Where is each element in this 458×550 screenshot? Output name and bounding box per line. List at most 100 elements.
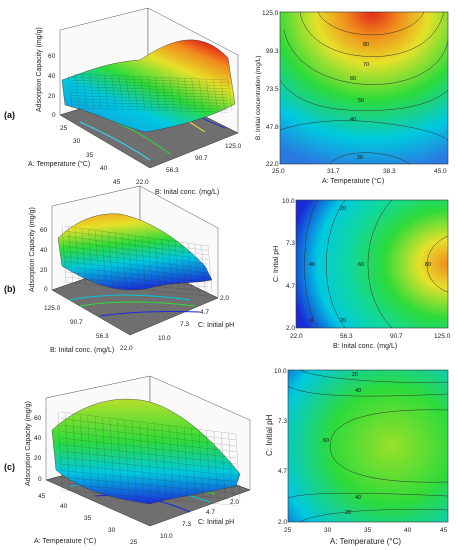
z-tick: 40	[34, 435, 42, 442]
x-tick: 90.7	[70, 319, 83, 326]
surface-plot-a	[59, 7, 239, 169]
x-tick: 40	[100, 165, 108, 172]
mesh-line	[168, 240, 173, 290]
mesh-line	[124, 420, 129, 495]
x-tick: 25	[284, 527, 292, 534]
x-tick: 125.0	[434, 333, 451, 340]
x-tick: 45	[113, 179, 121, 186]
mesh-line	[154, 238, 160, 289]
mesh-line	[162, 77, 167, 110]
z-axis-c: 60 40 20 0 Adsorption Capacity (mg/g)	[25, 401, 42, 486]
mesh-line	[70, 80, 229, 86]
y-tick: 10.0	[274, 368, 287, 375]
mesh-line	[139, 422, 144, 496]
mesh-line	[64, 261, 209, 278]
mesh-line	[198, 429, 204, 499]
mesh-line	[213, 79, 218, 111]
mesh-line	[191, 78, 196, 111]
y-tick: 90.7	[195, 155, 208, 162]
panel-label-b: (b)	[4, 284, 16, 294]
y-tick: 4.7	[206, 509, 215, 516]
contour-label: 60	[358, 262, 364, 268]
floor-contour-line	[69, 294, 191, 301]
mesh-line	[70, 107, 229, 113]
y-tick: 4.7	[286, 283, 295, 290]
contour-label: 80	[363, 42, 369, 48]
mesh-line	[60, 444, 237, 464]
y-tick: 2.0	[230, 499, 239, 506]
z-axis-label: Adsorption Capacity (mg/g)	[36, 27, 43, 112]
x-tick: 45	[38, 493, 46, 500]
mesh-line	[169, 425, 174, 497]
mesh-line	[60, 424, 237, 447]
contour-label: 20	[340, 318, 346, 324]
mesh-line	[114, 233, 120, 286]
mesh-line	[104, 75, 109, 109]
contour-label: 40	[309, 262, 315, 268]
mesh-line	[64, 225, 209, 247]
x-axis-label: A: Temperature (°C)	[330, 537, 401, 546]
mesh-line	[148, 237, 153, 288]
y-tick: 73.5	[266, 86, 279, 93]
mesh-line	[206, 79, 211, 111]
x-axis-label: A: Temperature (°C)	[34, 537, 96, 545]
contour-label: 40	[355, 495, 361, 501]
mesh-line	[207, 245, 213, 293]
surface-plot-b	[51, 185, 219, 336]
contour-line	[299, 369, 449, 383]
contour-plot-a: 80 70 60 50 40 20	[279, 11, 449, 165]
contour-line	[287, 385, 449, 397]
x-tick: 30	[73, 138, 81, 145]
mesh-line	[64, 281, 209, 297]
x-tick: 30	[108, 527, 116, 534]
y-axis-b: 2.0 4.7 7.3 10.0 C: Initial pH	[158, 295, 234, 342]
z-tick: 0	[44, 286, 48, 293]
floor-contour-line	[79, 121, 151, 161]
mesh-line	[64, 230, 209, 251]
x-tick: 25	[130, 539, 138, 546]
mesh-line	[60, 476, 237, 494]
mesh-line	[201, 245, 206, 292]
y-tick: 10.0	[160, 533, 173, 540]
mesh-line	[64, 256, 209, 274]
mesh-line	[227, 79, 233, 112]
mesh-line	[64, 246, 209, 265]
contour-label: 60	[350, 76, 356, 82]
y-tick: 2.0	[286, 325, 295, 332]
mesh-line	[64, 271, 209, 288]
y-tick: 99.3	[266, 48, 279, 55]
surface-mesh-b	[61, 225, 213, 297]
mesh-line	[70, 83, 229, 89]
mesh-line	[174, 241, 179, 290]
contour-line	[329, 409, 449, 483]
y-axis-label: C: Initial pH	[198, 519, 234, 526]
floor-contour-line	[99, 311, 201, 317]
contour-label: 40	[355, 388, 361, 394]
mesh-line	[64, 276, 209, 292]
z-axis-label: Adsorption Capacity (mg/g)	[25, 401, 32, 486]
mesh-line	[228, 433, 233, 501]
x-tick: 35	[84, 515, 92, 522]
mesh-line	[70, 104, 229, 110]
contour-label: 40	[350, 117, 356, 123]
panel-label-c: (c)	[4, 462, 15, 472]
mesh-line	[75, 227, 80, 283]
mesh-line	[128, 235, 133, 287]
contour-field-b	[295, 199, 449, 329]
mesh-line	[82, 74, 87, 109]
contour-label: 20	[352, 372, 358, 378]
mesh-line	[89, 74, 94, 109]
z-tick: 20	[34, 455, 42, 462]
contour-label: 20	[345, 510, 351, 516]
mesh-line	[60, 418, 237, 441]
x-tick: 56.3	[340, 333, 353, 340]
y-axis-a: 22.0 56.3 90.7 125.0 B: Inital conc. (mg…	[136, 143, 242, 196]
x-axis-label: A: Temperature (°C)	[28, 160, 90, 168]
mesh-line	[184, 78, 189, 111]
contour-line	[279, 79, 449, 111]
mesh-line	[154, 423, 159, 496]
y-tick: 22.0	[266, 161, 279, 168]
x-axis-label: B: Inital conc. (mg/L)	[50, 347, 114, 354]
contour-line	[426, 235, 449, 293]
x-tick: 25	[60, 125, 68, 132]
